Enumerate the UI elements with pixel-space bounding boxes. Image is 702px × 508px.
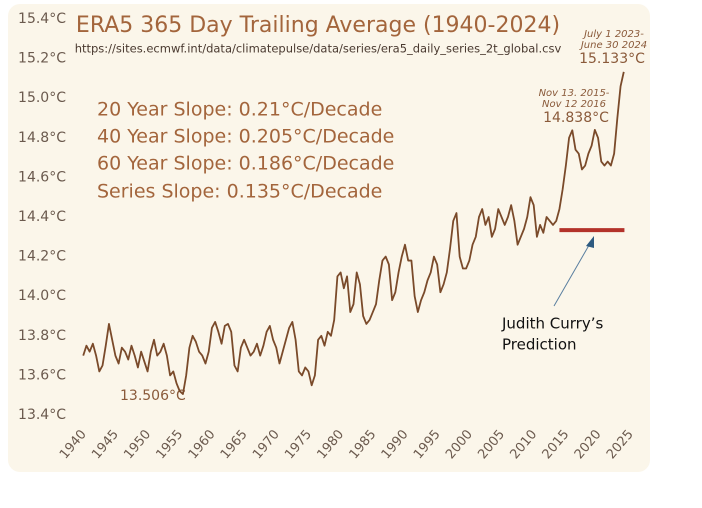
peak-dates: Nov 13. 2015- bbox=[539, 88, 610, 99]
y-tick-label: 15.0°C bbox=[18, 90, 66, 106]
prediction-text: Judith Curry’s bbox=[501, 315, 603, 333]
y-tick-label: 14.2°C bbox=[18, 249, 66, 265]
min-label: 13.506°C bbox=[120, 388, 186, 404]
arrow-head bbox=[586, 236, 594, 248]
y-tick-label: 14.6°C bbox=[18, 169, 66, 185]
chart-title: ERA5 365 Day Trailing Average (1940-2024… bbox=[76, 13, 560, 38]
data-line bbox=[82, 71, 625, 395]
chart-subtitle: https://sites.ecmwf.int/data/climatepuls… bbox=[75, 42, 562, 56]
y-tick-label: 13.8°C bbox=[18, 328, 66, 344]
chart-background bbox=[8, 4, 650, 472]
arrow bbox=[553, 239, 593, 307]
y-tick-label: 15.4°C bbox=[18, 11, 66, 27]
y-tick-label: 13.4°C bbox=[18, 407, 66, 423]
slope-text: 20 Year Slope: 0.21°C/Decade bbox=[97, 99, 382, 121]
y-tick-label: 14.0°C bbox=[18, 288, 66, 304]
peak-dates: June 30 2024 bbox=[579, 40, 647, 51]
y-tick-label: 15.2°C bbox=[18, 51, 66, 67]
peak-dates: Nov 12 2016 bbox=[542, 99, 606, 110]
peak-label: 15.133°C bbox=[579, 51, 645, 67]
y-tick-label: 13.6°C bbox=[18, 367, 66, 383]
peak-dates: July 1 2023- bbox=[582, 29, 644, 40]
slope-text: 40 Year Slope: 0.205°C/Decade bbox=[97, 126, 394, 148]
slope-text: 60 Year Slope: 0.186°C/Decade bbox=[97, 153, 394, 175]
slope-text: Series Slope: 0.135°C/Decade bbox=[97, 181, 382, 203]
y-tick-label: 14.8°C bbox=[18, 130, 66, 146]
peak-label: 14.838°C bbox=[543, 110, 609, 126]
y-tick-label: 14.4°C bbox=[18, 209, 66, 225]
prediction-text: Prediction bbox=[502, 336, 577, 354]
